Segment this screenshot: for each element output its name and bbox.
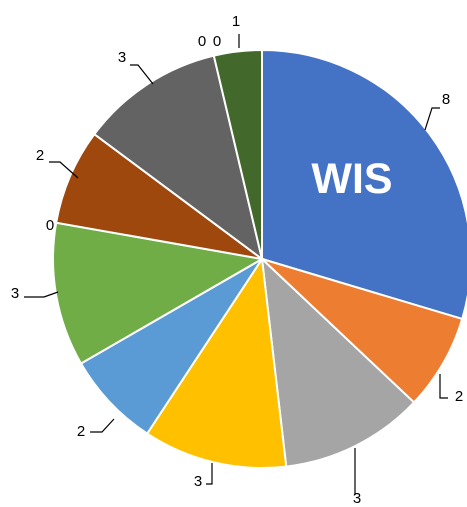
data-label-8: 2 xyxy=(36,147,44,164)
data-label-1: 8 xyxy=(442,91,450,108)
pie-slice-6 xyxy=(52,221,265,365)
leader-line-5 xyxy=(90,418,115,433)
leader-line-9 xyxy=(130,64,154,85)
pie-slices xyxy=(52,48,467,469)
data-label-7: 0 xyxy=(46,217,54,234)
pie-slice-2 xyxy=(261,258,464,404)
pie-slice-9 xyxy=(92,54,264,262)
data-label-6: 3 xyxy=(11,285,19,302)
data-label-5: 2 xyxy=(77,423,85,440)
pie-slice-12 xyxy=(212,48,263,260)
data-label-3: 3 xyxy=(353,490,361,507)
leader-line-6 xyxy=(24,291,59,298)
data-label-9: 3 xyxy=(118,49,126,66)
data-label-2: 2 xyxy=(455,388,463,405)
data-label-11: 0 xyxy=(213,33,221,50)
data-label-4: 3 xyxy=(194,473,202,490)
leader-line-1 xyxy=(424,107,440,131)
leader-line-2 xyxy=(439,374,448,399)
leader-line-8 xyxy=(49,161,79,179)
pie-slice-1 xyxy=(261,48,467,321)
data-label-12: 1 xyxy=(232,13,240,30)
pie-slice-3 xyxy=(260,256,416,468)
pie-slice-8 xyxy=(55,132,263,260)
pie-slice-4 xyxy=(145,256,288,469)
leader-lines xyxy=(24,34,448,495)
pie-annotation: WIS xyxy=(311,155,392,203)
data-label-10: 0 xyxy=(198,33,206,50)
pie-slice-5 xyxy=(79,258,263,436)
leader-line-4 xyxy=(206,463,213,485)
